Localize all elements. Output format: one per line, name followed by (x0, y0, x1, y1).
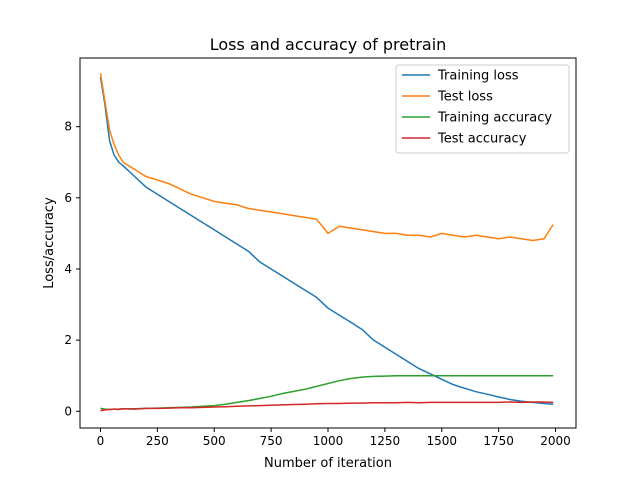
x-tick-label: 0 (97, 434, 105, 448)
legend-label: Training loss (437, 69, 519, 84)
x-axis: 0 250 500 750 1000 1250 1500 1750 2000 (97, 428, 571, 448)
legend-box (395, 64, 570, 154)
legend-label: Test accuracy (437, 132, 527, 147)
y-tick-label: 8 (64, 120, 72, 134)
x-tick-label: 1000 (313, 434, 344, 448)
series-line-test-accuracy (100, 401, 554, 412)
x-tick-label: 1250 (370, 434, 401, 448)
series-group (99, 73, 554, 412)
x-tick-label: 250 (146, 434, 169, 448)
x-tick-label: 750 (260, 434, 283, 448)
chart-title: Loss and accuracy of pretrain (210, 35, 447, 54)
y-axis-title: Loss/accuracy (42, 197, 57, 289)
y-tick-label: 6 (64, 191, 72, 205)
x-tick-label: 1500 (426, 434, 457, 448)
y-tick-label: 0 (64, 404, 72, 418)
x-tick-label: 1750 (483, 434, 514, 448)
series-line-test-loss (99, 73, 554, 242)
y-axis: 0 2 4 6 8 (64, 120, 80, 418)
legend-label: Test loss (437, 90, 493, 105)
y-tick-label: 2 (64, 333, 72, 347)
legend: Training loss Test loss Training accuracy T… (395, 64, 570, 154)
y-tick-label: 4 (64, 262, 72, 276)
x-tick-label: 2000 (540, 434, 571, 448)
legend-label: Training accuracy (437, 111, 552, 126)
series-line-training-loss (99, 76, 554, 405)
x-tick-label: 500 (203, 434, 226, 448)
x-axis-title: Number of iteration (264, 456, 392, 471)
